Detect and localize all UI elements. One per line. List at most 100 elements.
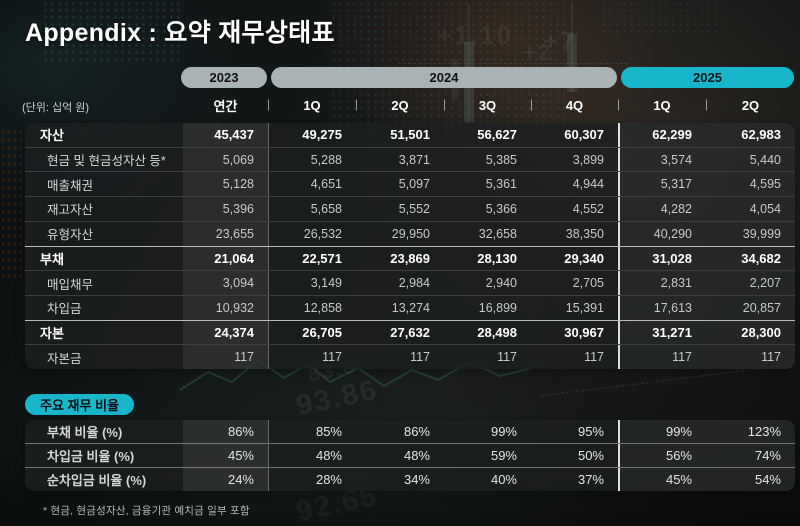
row-value-q2-2024: 5,097	[398, 177, 430, 192]
background-number: +2	[523, 40, 553, 65]
row-label: 부채 비율 (%)	[47, 425, 123, 440]
balance-table: 자산 45,437 49,275 51,501 56,627 60,307 62…	[25, 123, 795, 369]
row-value-q1-2025: 56%	[618, 444, 706, 467]
row-value-q2-2025: 39,999	[706, 221, 795, 246]
row-value-annual: 3,094	[183, 271, 268, 295]
row-value-annual: 5,128	[183, 172, 268, 197]
row-value-q2-2024: 117	[410, 350, 430, 365]
row-value-q2-2024: 3,871	[398, 152, 430, 167]
row-value-annual: 21,064	[183, 246, 268, 271]
row-value-q3-2024: 117	[497, 350, 517, 365]
table-row: 재고자산 5,396 5,658 5,552 5,366 4,552 4,282…	[25, 196, 795, 221]
ratio-badge: 주요 재무 비율	[25, 394, 134, 415]
row-value-q3-2024: 32,658	[478, 226, 517, 241]
row-value-q1-2024: 5,658	[268, 197, 356, 221]
row-label: 유형자산	[47, 228, 94, 243]
row-value-q2-2025: 54%	[706, 468, 795, 491]
table-row: 부채 비율 (%) 86% 85% 86% 99% 95% 99% 123%	[25, 420, 795, 443]
unit-note: (단위: 십억 원)	[22, 102, 90, 114]
row-label: 매입채무	[47, 277, 94, 292]
row-value-q4-2024: 95%	[577, 424, 604, 439]
row-value-q1-2025: 3,574	[618, 147, 706, 172]
table-row: 자산 45,437 49,275 51,501 56,627 60,307 62…	[25, 123, 795, 147]
row-value-q3-2024: 40%	[490, 472, 517, 487]
ratio-table: 부채 비율 (%) 86% 85% 86% 99% 95% 99% 123% 차…	[25, 420, 795, 491]
row-value-q4-2024: 50%	[577, 448, 604, 463]
row-value-q1-2024: 12,858	[268, 295, 356, 320]
row-value-q2-2025: 2,207	[706, 271, 795, 295]
row-value-q2-2025: 117	[706, 345, 795, 369]
row-value-q1-2024: 85%	[268, 420, 356, 443]
row-value-annual: 86%	[183, 420, 268, 443]
row-value-annual: 23,655	[183, 221, 268, 246]
row-value-q4-2024: 4,552	[572, 201, 604, 216]
row-value-q1-2025: 5,317	[618, 172, 706, 197]
row-value-q2-2025: 74%	[706, 444, 795, 467]
table-row: 자본금 117 117 117 117 117 117 117	[25, 344, 795, 369]
row-label: 순차입금 비율 (%)	[47, 473, 147, 488]
row-value-q3-2024: 59%	[490, 448, 517, 463]
column-header-q1-2025: 1Q	[618, 93, 706, 117]
row-value-q4-2024: 3,899	[572, 152, 604, 167]
page-title: Appendix : 요약 재무상태표	[25, 19, 335, 47]
row-value-q3-2024: 5,385	[485, 152, 517, 167]
row-value-q2-2025: 123%	[706, 420, 795, 443]
year-pill-2025: 2025	[621, 67, 794, 88]
row-value-q2-2024: 34%	[403, 472, 430, 487]
row-value-q2-2025: 62,983	[706, 123, 795, 147]
row-value-q1-2025: 4,282	[618, 197, 706, 221]
table-row: 매입채무 3,094 3,149 2,984 2,940 2,705 2,831…	[25, 270, 795, 295]
row-value-q2-2024: 13,274	[391, 300, 430, 315]
row-value-q1-2025: 117	[618, 345, 706, 369]
row-value-annual: 45,437	[183, 123, 268, 147]
column-header-q1-2024: 1Q	[268, 93, 356, 117]
row-value-q1-2024: 22,571	[268, 246, 356, 271]
row-value-q4-2024: 37%	[577, 472, 604, 487]
row-value-q3-2024: 16,899	[478, 300, 517, 315]
table-row: 차입금 비율 (%) 45% 48% 48% 59% 50% 56% 74%	[25, 443, 795, 467]
table-row: 유형자산 23,655 26,532 29,950 32,658 38,350 …	[25, 220, 795, 246]
row-value-q1-2025: 31,271	[618, 320, 706, 345]
row-value-q3-2024: 5,361	[485, 177, 517, 192]
row-value-q2-2025: 28,300	[706, 320, 795, 345]
row-label: 자본	[40, 325, 64, 341]
row-value-q2-2025: 20,857	[706, 295, 795, 320]
row-value-q3-2024: 99%	[490, 424, 517, 439]
row-label: 부채	[40, 251, 64, 267]
dashed-line-decor	[540, 364, 790, 397]
dot-grid-decor	[600, 0, 720, 34]
row-value-q1-2024: 4,651	[268, 172, 356, 197]
column-header-q2-2025: 2Q	[706, 93, 795, 117]
row-value-q1-2025: 2,831	[618, 271, 706, 295]
row-value-q4-2024: 38,350	[565, 226, 604, 241]
row-value-annual: 24,374	[183, 320, 268, 345]
row-label: 자산	[40, 128, 64, 144]
row-value-q4-2024: 29,340	[564, 250, 604, 266]
year-pill-2023: 2023	[181, 67, 267, 88]
row-value-q1-2025: 40,290	[618, 221, 706, 246]
row-label: 차입금 비율 (%)	[47, 449, 135, 464]
footnote: * 현금, 현금성자산, 금융기관 예치금 일부 포함	[43, 505, 250, 517]
row-value-q4-2024: 117	[584, 350, 604, 365]
row-value-q1-2024: 117	[268, 345, 356, 369]
row-value-q2-2025: 5,440	[706, 147, 795, 172]
row-value-q2-2024: 51,501	[390, 127, 430, 143]
row-value-q2-2025: 4,054	[706, 197, 795, 221]
table-row: 차입금 10,932 12,858 13,274 16,899 15,391 1…	[25, 294, 795, 320]
row-label: 재고자산	[47, 203, 94, 218]
header-spacer	[25, 93, 183, 117]
row-label: 차입금	[47, 302, 82, 317]
row-value-q2-2024: 27,632	[390, 324, 430, 340]
row-value-q2-2024: 2,984	[398, 276, 430, 291]
dashed-line-decor	[398, 63, 628, 64]
row-value-annual: 5,396	[183, 197, 268, 221]
row-label: 현금 및 현금성자산 등*	[47, 154, 166, 169]
table-row: 부채 21,064 22,571 23,869 28,130 29,340 31…	[25, 245, 795, 271]
row-value-q2-2025: 34,682	[706, 246, 795, 271]
row-value-annual: 117	[183, 345, 268, 369]
row-value-q1-2025: 31,028	[618, 246, 706, 271]
row-value-q2-2024: 48%	[403, 448, 430, 463]
row-value-q2-2024: 5,552	[398, 201, 430, 216]
background-number: +7	[543, 26, 577, 56]
row-value-q2-2024: 23,869	[390, 250, 430, 266]
